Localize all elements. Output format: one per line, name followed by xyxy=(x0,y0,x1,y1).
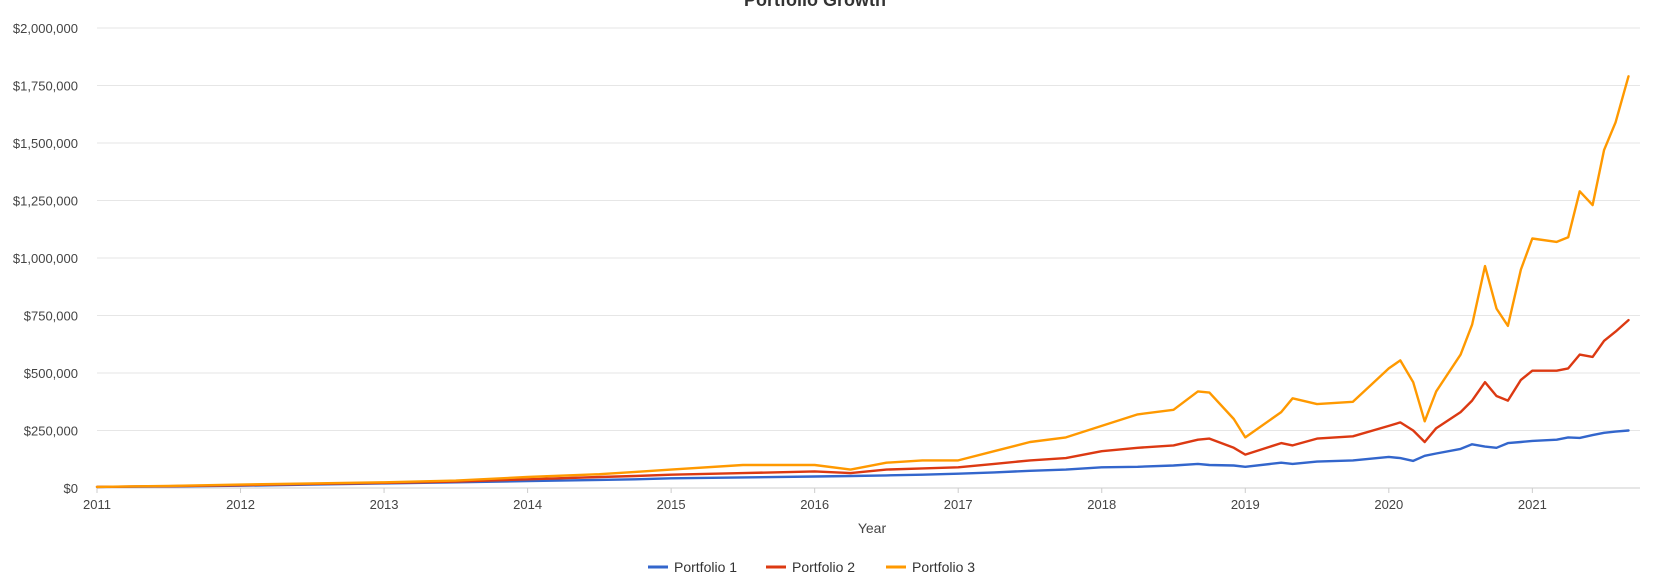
series-line-portfolio-1 xyxy=(95,429,1630,489)
y-tick-label: $1,500,000 xyxy=(13,136,78,151)
series-line-portfolio-2 xyxy=(95,318,1630,489)
x-tick-label: 2019 xyxy=(1231,497,1260,512)
x-tick-label: 2011 xyxy=(83,497,111,512)
x-tick-label: 2015 xyxy=(657,497,686,512)
series-lines xyxy=(95,75,1630,489)
series-line-portfolio-3 xyxy=(95,75,1630,489)
y-tick-label: $250,000 xyxy=(24,424,78,439)
x-tick-label: 2012 xyxy=(226,497,255,512)
y-axis-ticks: $0 $250,000 $500,000 $750,000 $1,000,000 $1,2… xyxy=(13,21,78,496)
gridlines xyxy=(97,27,1640,431)
legend-label-portfolio-3: Portfolio 3 xyxy=(912,559,975,575)
x-axis-ticks: 2011 2012 2013 2014 2015 2016 2017 2018 2019 2020… xyxy=(83,488,1547,512)
legend-label-portfolio-1: Portfolio 1 xyxy=(674,559,737,575)
legend-label-portfolio-2: Portfolio 2 xyxy=(792,559,855,575)
x-tick-label: 2021 xyxy=(1518,497,1547,512)
x-tick-label: 2020 xyxy=(1374,497,1403,512)
x-tick-label: 2014 xyxy=(513,497,542,512)
y-tick-label: $1,750,000 xyxy=(13,79,78,94)
legend: Portfolio 1 Portfolio 2 Portfolio 3 xyxy=(648,559,975,575)
x-tick-label: 2013 xyxy=(370,497,399,512)
y-tick-label: $0 xyxy=(64,481,78,496)
y-tick-label: $1,250,000 xyxy=(13,194,78,209)
x-tick-label: 2016 xyxy=(800,497,829,512)
chart-title: Portfolio Growth xyxy=(744,0,886,10)
x-tick-label: 2018 xyxy=(1087,497,1116,512)
y-tick-label: $500,000 xyxy=(24,366,78,381)
x-axis-label: Year xyxy=(858,520,887,536)
y-tick-label: $750,000 xyxy=(24,309,78,324)
y-tick-label: $2,000,000 xyxy=(13,21,78,36)
y-tick-label: $1,000,000 xyxy=(13,251,78,266)
x-tick-label: 2017 xyxy=(944,497,973,512)
